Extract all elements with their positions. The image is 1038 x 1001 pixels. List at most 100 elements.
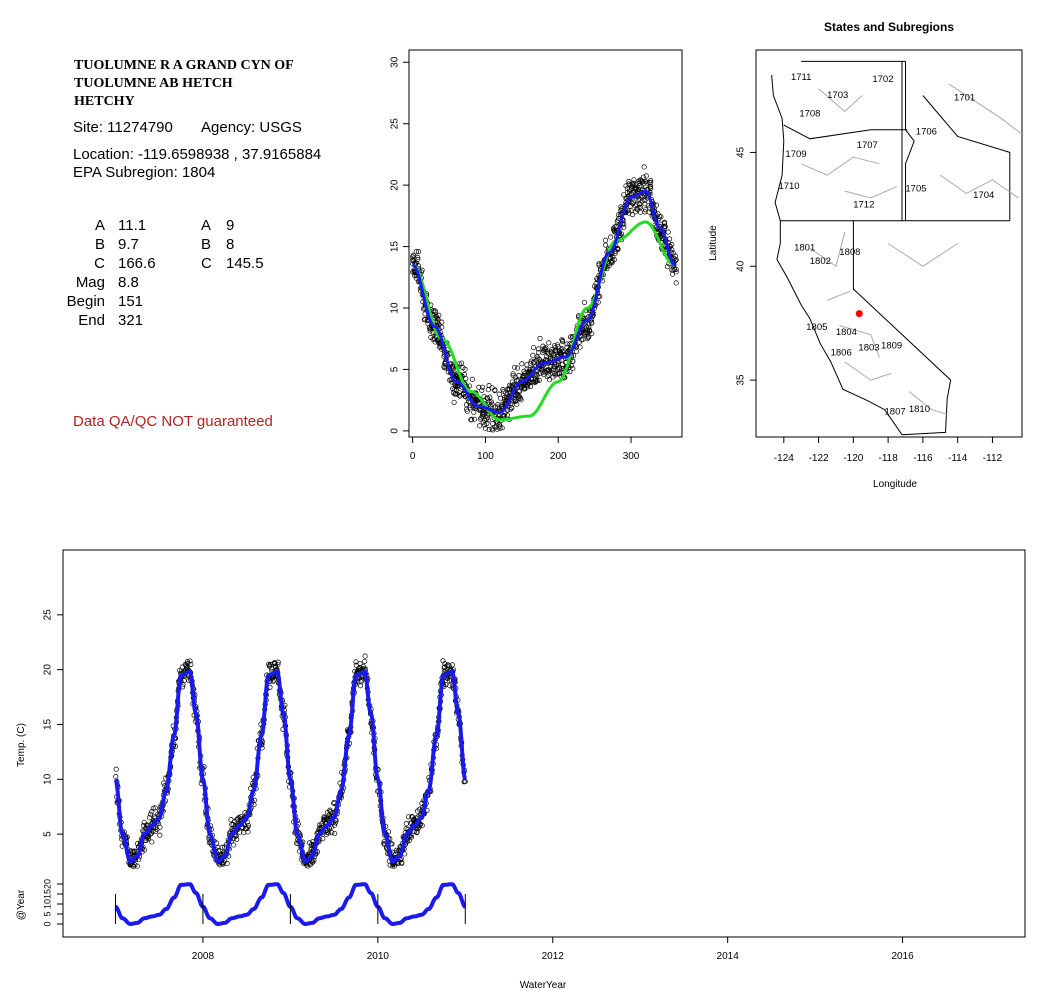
data-point bbox=[447, 377, 453, 383]
data-point bbox=[643, 179, 649, 185]
region-label: 1803 bbox=[858, 343, 879, 354]
data-point bbox=[450, 364, 456, 370]
data-point bbox=[271, 677, 277, 683]
data-point bbox=[631, 177, 637, 183]
mag-value: 8.8 bbox=[118, 274, 139, 291]
begin-label: Begin bbox=[66, 293, 105, 310]
data-point bbox=[628, 208, 634, 214]
subregion: EPA Subregion: 1804 bbox=[73, 164, 216, 181]
subregion-boundary bbox=[809, 231, 846, 268]
data-point bbox=[362, 653, 368, 659]
data-point bbox=[183, 664, 189, 670]
subregion-map: States and Subregions Longitude Latitude… bbox=[708, 20, 1023, 490]
data-point bbox=[479, 414, 486, 420]
param-value: 9 bbox=[226, 217, 235, 234]
scatter-points bbox=[410, 164, 679, 433]
data-point bbox=[134, 863, 140, 869]
region-label: 1703 bbox=[827, 90, 848, 101]
data-point bbox=[544, 374, 550, 380]
data-point bbox=[234, 836, 240, 842]
state-boundary bbox=[771, 74, 952, 436]
state-boundary bbox=[783, 124, 908, 140]
subregion-boundary bbox=[844, 186, 898, 199]
data-point bbox=[415, 254, 421, 260]
scatter-points bbox=[113, 653, 468, 870]
data-point bbox=[479, 384, 486, 390]
data-point bbox=[477, 408, 483, 414]
data-point bbox=[497, 425, 503, 431]
data-point bbox=[455, 384, 461, 390]
x-tick-label: 100 bbox=[477, 451, 494, 462]
data-point bbox=[219, 844, 225, 850]
data-point bbox=[474, 397, 480, 404]
data-point bbox=[150, 805, 156, 811]
data-point bbox=[132, 862, 138, 868]
data-point bbox=[621, 192, 627, 198]
data-point bbox=[528, 358, 534, 364]
param-value: 11.1 bbox=[118, 217, 147, 234]
seasonal-fit-line bbox=[113, 669, 467, 864]
data-point bbox=[275, 661, 281, 667]
data-point bbox=[185, 664, 191, 670]
data-point bbox=[113, 766, 119, 772]
data-point bbox=[568, 363, 574, 369]
data-point bbox=[152, 805, 158, 811]
region-label: 1707 bbox=[857, 140, 878, 151]
data-point bbox=[608, 234, 614, 240]
data-point bbox=[489, 401, 495, 407]
param-label: C bbox=[201, 255, 212, 272]
state-boundary bbox=[905, 61, 915, 221]
y-tick-label: 25 bbox=[390, 118, 401, 130]
param-value: 8 bbox=[226, 236, 235, 253]
begin-value: 151 bbox=[118, 293, 144, 310]
data-point bbox=[146, 815, 153, 821]
data-point bbox=[414, 829, 420, 835]
data-point bbox=[550, 352, 556, 358]
data-point bbox=[557, 365, 563, 371]
data-point bbox=[514, 365, 521, 371]
data-point bbox=[408, 834, 414, 840]
data-point bbox=[157, 832, 163, 838]
data-point bbox=[545, 350, 551, 356]
data-point bbox=[485, 387, 491, 393]
y2-tick-label: 20 bbox=[42, 879, 52, 889]
data-point bbox=[612, 251, 618, 257]
param-label: B bbox=[201, 236, 212, 253]
map-frame bbox=[755, 49, 1023, 438]
timeseries-plot: WaterYear Temp. (C) @Year 2008 2010 2012 20… bbox=[16, 549, 1026, 991]
data-point bbox=[568, 334, 574, 340]
data-point bbox=[499, 425, 505, 431]
data-point bbox=[603, 242, 609, 248]
x-tick-label: 0 bbox=[410, 451, 416, 462]
param-value: 166.6 bbox=[118, 255, 156, 272]
subregion-boundary bbox=[948, 83, 1023, 135]
data-point bbox=[216, 848, 222, 854]
data-point bbox=[449, 662, 455, 668]
region-label: 1704 bbox=[973, 190, 994, 201]
site-title-line: HETCHY bbox=[74, 94, 135, 109]
data-point bbox=[537, 335, 543, 341]
state-boundary bbox=[922, 95, 1011, 221]
data-point bbox=[453, 373, 459, 379]
data-point bbox=[434, 338, 440, 344]
data-point bbox=[669, 267, 675, 273]
data-point bbox=[501, 413, 507, 419]
data-point bbox=[145, 836, 151, 842]
data-point bbox=[395, 860, 401, 867]
data-point bbox=[320, 836, 326, 842]
y2-tick-label: 10 bbox=[42, 899, 52, 909]
data-point bbox=[540, 370, 546, 376]
subregion-boundary bbox=[908, 391, 948, 415]
data-point bbox=[478, 415, 484, 421]
data-point bbox=[586, 327, 593, 333]
end-value: 321 bbox=[118, 312, 144, 329]
data-point bbox=[519, 361, 525, 367]
data-point bbox=[520, 383, 526, 389]
data-point bbox=[433, 313, 439, 319]
data-point bbox=[610, 254, 616, 260]
data-point bbox=[453, 391, 459, 397]
data-point bbox=[486, 426, 492, 433]
y-tick-label: 25 bbox=[43, 609, 54, 621]
data-point bbox=[113, 774, 119, 780]
data-point bbox=[486, 383, 492, 389]
